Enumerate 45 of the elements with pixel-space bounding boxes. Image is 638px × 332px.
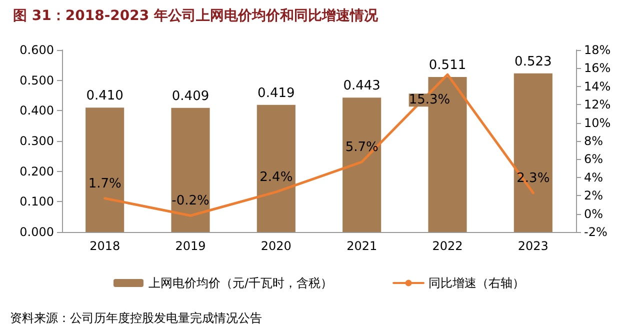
chart-title: 图 31：2018-2023 年公司上网电价均价和同比增速情况 xyxy=(13,8,379,24)
bar xyxy=(171,108,210,232)
y2-tick-label: 14% xyxy=(584,79,611,94)
legend-label: 上网电价均价（元/千瓦时，含税） xyxy=(148,276,333,290)
text: 资料来源：公司历年度控股发电量完成情况公告 xyxy=(10,311,262,325)
data-label: 0.410 xyxy=(86,88,124,104)
x-tick-label: 2021 xyxy=(346,239,378,253)
y2-tick-label: 10% xyxy=(584,116,611,130)
y-tick-label: 0.600 xyxy=(20,43,54,57)
data-label: 1.7% xyxy=(88,176,122,192)
y2-tick-label: 16% xyxy=(584,61,611,76)
data-label: -0.2% xyxy=(172,194,210,209)
y-tick-label: 0.200 xyxy=(20,164,54,178)
data-label: 0.419 xyxy=(258,86,295,101)
x-tick-label: 2023 xyxy=(518,239,548,253)
bar xyxy=(86,108,124,232)
y2-tick-label: 0% xyxy=(584,206,604,221)
y-tick-label: 0.300 xyxy=(20,134,54,148)
bar xyxy=(514,73,552,232)
y2-tick-label: 6% xyxy=(584,152,604,166)
y2-tick-label: 12% xyxy=(584,98,611,112)
y-tick-label: 0.100 xyxy=(20,194,54,209)
data-label: 2.3% xyxy=(516,170,550,186)
y2-tick-label: 18% xyxy=(584,43,611,57)
bar xyxy=(256,104,296,232)
data-label: 2.4% xyxy=(260,170,293,185)
legend-label: 同比增速（右轴） xyxy=(428,276,525,290)
y-tick-label: 0.400 xyxy=(20,104,54,118)
data-label: 0.409 xyxy=(172,88,210,104)
x-tick-label: 2022 xyxy=(432,239,463,253)
bar xyxy=(342,98,382,232)
data-label: 0.523 xyxy=(514,54,552,70)
data-label: 0.443 xyxy=(343,78,380,94)
y-tick-label: 0.500 xyxy=(20,73,54,88)
y-tick-label: 0.000 xyxy=(20,225,54,239)
data-label: 5.7% xyxy=(345,140,378,155)
data-label: 15.3% xyxy=(408,92,450,108)
y2-tick-label: 2% xyxy=(584,188,604,203)
y2-tick-label: 8% xyxy=(584,134,604,148)
y2-tick-label: -2% xyxy=(584,225,608,239)
y2-tick-label: 4% xyxy=(584,170,604,184)
x-tick-label: 2020 xyxy=(260,239,292,253)
data-label: 0.511 xyxy=(428,58,466,73)
x-tick-label: 2019 xyxy=(175,239,206,253)
x-tick-label: 2018 xyxy=(90,239,120,253)
